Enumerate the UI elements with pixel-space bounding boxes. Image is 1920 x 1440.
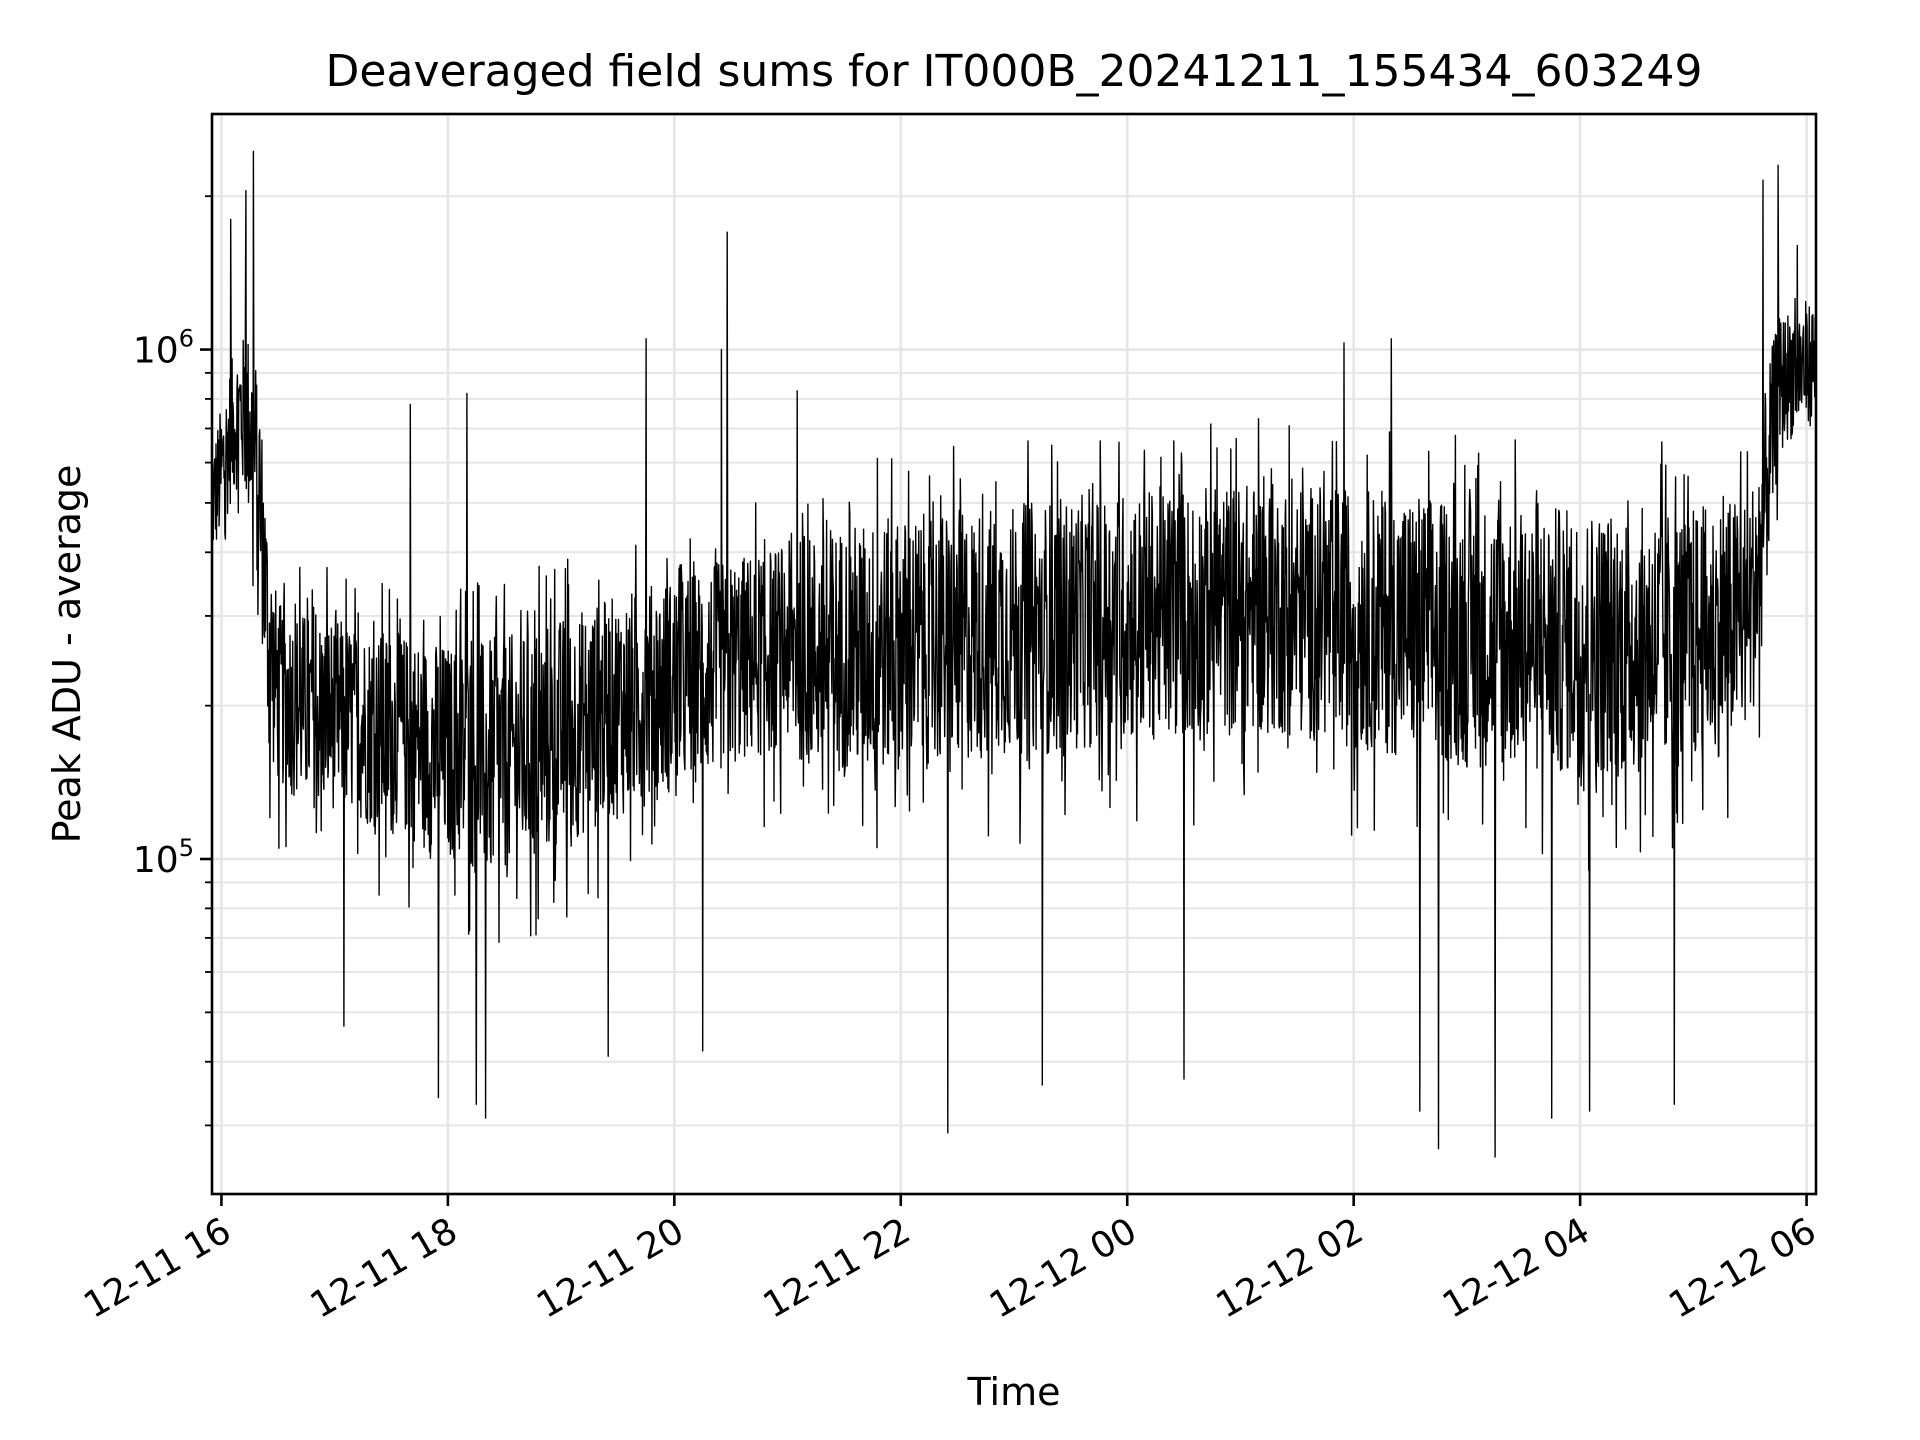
y-tick-base: 10 <box>133 840 179 881</box>
x-axis-label: Time <box>967 1370 1061 1414</box>
y-tick-label: 105 <box>133 834 194 881</box>
plot-frame <box>210 112 1818 1196</box>
y-tick-exponent: 5 <box>179 834 194 862</box>
y-axis-label: Peak ADU - average <box>45 465 89 844</box>
chart-title: Deaveraged field sums for IT000B_2024121… <box>326 46 1703 97</box>
y-tick-label: 106 <box>133 325 194 372</box>
y-tick-base: 10 <box>133 331 179 372</box>
y-tick-exponent: 6 <box>179 325 194 353</box>
series-group <box>212 150 1816 1158</box>
series-line <box>212 150 1816 1158</box>
